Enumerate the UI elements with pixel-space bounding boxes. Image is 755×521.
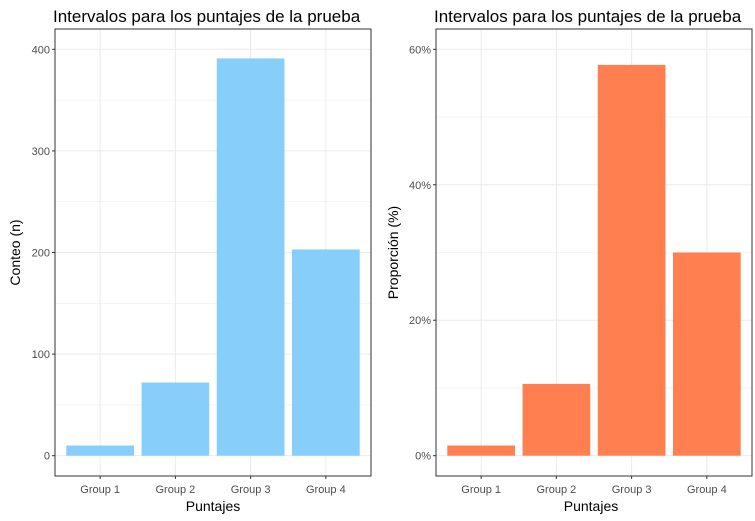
x-axis-label: Puntajes [564, 498, 618, 514]
y-tick-label: 60% [409, 44, 431, 56]
x-tick-label: Group 4 [306, 484, 346, 496]
bar-group-3 [597, 64, 666, 456]
x-tick-label: Group 1 [80, 484, 120, 496]
y-axis-label: Proporción (%) [385, 206, 401, 299]
x-tick-label: Group 4 [687, 484, 727, 496]
x-tick-label: Group 2 [537, 484, 577, 496]
y-tick-label: 40% [409, 180, 431, 192]
chart-title: Intervalos para los puntajes de la prueb… [53, 7, 361, 26]
y-tick-label: 200 [32, 248, 50, 260]
chart-title: Intervalos para los puntajes de la prueb… [434, 7, 742, 26]
bar-group-4 [292, 249, 360, 456]
y-axis-label: Conteo (n) [7, 219, 23, 285]
x-tick-label: Group 3 [231, 484, 271, 496]
y-tick-label: 300 [32, 146, 50, 158]
y-tick-label: 400 [32, 44, 50, 56]
y-tick-label: 100 [32, 349, 50, 361]
bar-group-2 [141, 382, 210, 456]
y-tick-label: 0 [44, 451, 50, 463]
bar-group-1 [447, 445, 515, 456]
bar-group-3 [216, 58, 285, 456]
panel-border [435, 28, 753, 477]
y-tick-label: 20% [409, 315, 431, 327]
bar-group-4 [673, 252, 741, 456]
x-tick-label: Group 1 [461, 484, 501, 496]
y-tick-label: 0% [415, 451, 431, 463]
x-tick-label: Group 2 [156, 484, 196, 496]
bar-group-1 [66, 445, 134, 456]
chart-counts: 0 100 200 300 400 Group 1 Group 2 Group 3 Group … [7, 7, 372, 514]
x-tick-label: Group 3 [612, 484, 652, 496]
chart-proportions: 0% 20% 40% 60% Group 1 Group 2 Group 3 Group 4 I… [385, 7, 753, 514]
bar-group-2 [522, 383, 591, 456]
x-axis-label: Puntajes [186, 498, 240, 514]
